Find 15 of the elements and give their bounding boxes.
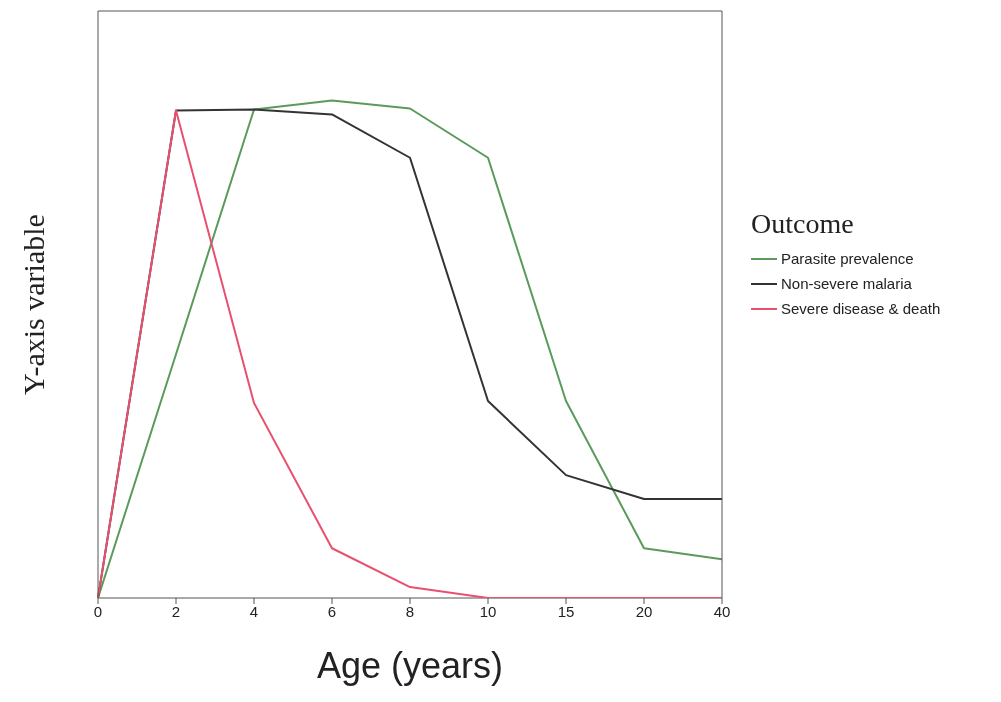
x-tick-label: 2	[171, 602, 181, 620]
x-tick-label: 40	[713, 602, 731, 620]
legend-title: Outcome	[751, 208, 855, 240]
x-axis-title: Age (years)	[316, 645, 504, 686]
legend-label: Severe disease & death	[781, 300, 941, 317]
x-tick-label: 15	[557, 602, 575, 620]
legend-label: Parasite prevalence	[781, 250, 914, 267]
x-tick-label: 4	[249, 602, 259, 620]
legend-label: Non-severe malaria	[781, 275, 912, 292]
x-tick-label: 20	[635, 602, 653, 620]
x-tick-label: 6	[327, 602, 337, 620]
x-tick-label: 0	[93, 602, 103, 620]
x-tick-label: 8	[405, 602, 415, 620]
y-axis-title: Y-axis variable	[16, 214, 50, 395]
x-tick-label: 10	[479, 602, 497, 620]
